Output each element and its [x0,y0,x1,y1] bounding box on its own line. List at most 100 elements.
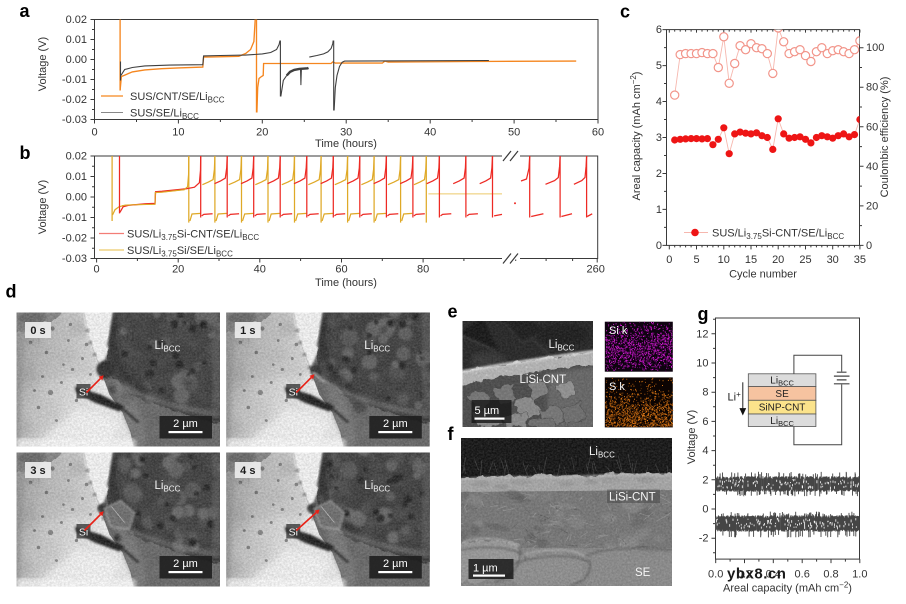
svg-text:3 s: 3 s [30,465,45,477]
svg-text:Si k: Si k [609,325,628,337]
svg-text:-0.01: -0.01 [62,212,87,224]
svg-text:2 µm: 2 µm [383,558,408,570]
svg-text:SUS/CNT/SE/LiBCC: SUS/CNT/SE/LiBCC [130,91,225,105]
svg-text:f: f [448,424,455,444]
svg-text:0: 0 [91,126,97,138]
svg-text:20: 20 [256,126,268,138]
svg-text:Cycle number: Cycle number [729,269,797,281]
svg-text:LiSi-CNT: LiSi-CNT [520,374,567,386]
svg-text:4: 4 [702,445,708,457]
svg-text:b: b [20,143,31,163]
svg-text:15: 15 [745,254,757,266]
svg-text:40: 40 [424,126,436,138]
svg-text:Time (hours): Time (hours) [315,277,377,289]
svg-text:Si: Si [79,387,88,399]
svg-text:0.2: 0.2 [737,569,752,581]
svg-text:-0.03: -0.03 [62,253,87,265]
svg-text:g: g [698,304,709,324]
svg-text:12: 12 [696,328,708,340]
svg-text:Coulombic efficiency (%): Coulombic efficiency (%) [879,77,891,198]
svg-text:50: 50 [508,126,520,138]
svg-text:SUS/Li3.75Si-CNT/SE/LiBCC: SUS/Li3.75Si-CNT/SE/LiBCC [712,228,844,242]
svg-text:260: 260 [587,264,605,276]
svg-text:SUS/SE/LiBCC: SUS/SE/LiBCC [130,108,199,122]
svg-text:Areal capacity (mAh cm−2): Areal capacity (mAh cm−2) [723,581,852,595]
svg-text:Areal capacity (mAh cm−2): Areal capacity (mAh cm−2) [629,72,643,201]
svg-text:-0.01: -0.01 [62,74,87,86]
svg-text:-0.02: -0.02 [62,94,87,106]
svg-text:4 s: 4 s [240,465,255,477]
svg-text:100: 100 [866,42,884,54]
svg-text:2 µm: 2 µm [173,418,198,430]
svg-text:-0.03: -0.03 [62,114,87,126]
svg-text:10: 10 [172,126,184,138]
svg-text:0.01: 0.01 [66,171,87,183]
svg-text:40: 40 [254,264,266,276]
svg-text:1 µm: 1 µm [473,563,498,575]
svg-text:5: 5 [656,60,662,72]
svg-text:ybx8.cn: ybx8.cn [727,566,786,583]
svg-text:Voltage (V): Voltage (V) [37,37,49,91]
svg-text:80: 80 [866,82,878,94]
svg-text:0: 0 [702,504,708,516]
svg-text:0: 0 [666,254,672,266]
svg-text:Voltage (V): Voltage (V) [37,180,49,234]
svg-text:LiBCC: LiBCC [770,416,794,428]
svg-text:8: 8 [702,387,708,399]
svg-text:40: 40 [866,161,878,173]
svg-text:Si: Si [289,387,298,399]
svg-text:SiNP-CNT: SiNP-CNT [759,403,806,414]
svg-text:0.4: 0.4 [766,569,781,581]
svg-text:2 µm: 2 µm [383,418,408,430]
svg-text:SUS/Li3.75Si-CNT/SE/LiBCC: SUS/Li3.75Si-CNT/SE/LiBCC [127,229,259,243]
svg-text:-0.02: -0.02 [62,233,87,245]
svg-text:5: 5 [693,254,699,266]
svg-text:10: 10 [718,254,730,266]
svg-text:1 s: 1 s [240,325,255,337]
svg-text:d: d [6,282,17,302]
svg-text:e: e [448,302,458,322]
svg-text:0.02: 0.02 [66,151,87,163]
svg-text:20: 20 [172,264,184,276]
svg-text:LiBCC: LiBCC [770,376,794,388]
svg-text:10: 10 [696,358,708,370]
svg-text:0.0: 0.0 [708,569,723,581]
svg-text:0: 0 [866,240,872,252]
svg-text:5 µm: 5 µm [475,405,500,417]
svg-text:60: 60 [335,264,347,276]
svg-text:SE: SE [775,389,789,400]
svg-text:20: 20 [866,200,878,212]
svg-text:LiSi-CNT: LiSi-CNT [609,492,656,504]
svg-text:60: 60 [592,126,604,138]
svg-text:Si: Si [79,527,88,539]
svg-text:0: 0 [94,264,100,276]
svg-text:6: 6 [702,416,708,428]
svg-text:30: 30 [827,254,839,266]
svg-text:0.02: 0.02 [66,14,87,26]
svg-text:Voltage (V): Voltage (V) [686,410,698,464]
svg-text:0.6: 0.6 [795,569,810,581]
svg-text:c: c [620,2,630,22]
svg-text:1.0: 1.0 [852,569,867,581]
svg-text:0.8: 0.8 [823,569,838,581]
svg-text:0.00: 0.00 [66,54,87,66]
svg-text:30: 30 [340,126,352,138]
svg-text:35: 35 [854,254,866,266]
svg-text:SUS/Li3.75Si/SE/LiBCC: SUS/Li3.75Si/SE/LiBCC [127,245,233,259]
svg-text:20: 20 [772,254,784,266]
svg-text:2 µm: 2 µm [173,558,198,570]
svg-text:6: 6 [656,24,662,36]
svg-text:25: 25 [799,254,811,266]
svg-text:0.00: 0.00 [66,192,87,204]
svg-text:SE: SE [635,567,651,579]
svg-text:-2: -2 [699,533,709,545]
svg-text:4: 4 [656,96,662,108]
svg-text:0.01: 0.01 [66,34,87,46]
svg-text:a: a [20,1,31,21]
svg-text:Si: Si [289,527,298,539]
svg-text:Time (hours): Time (hours) [315,138,377,150]
svg-text:80: 80 [417,264,429,276]
svg-text:3: 3 [656,132,662,144]
svg-text:0: 0 [656,240,662,252]
svg-text:60: 60 [866,121,878,133]
